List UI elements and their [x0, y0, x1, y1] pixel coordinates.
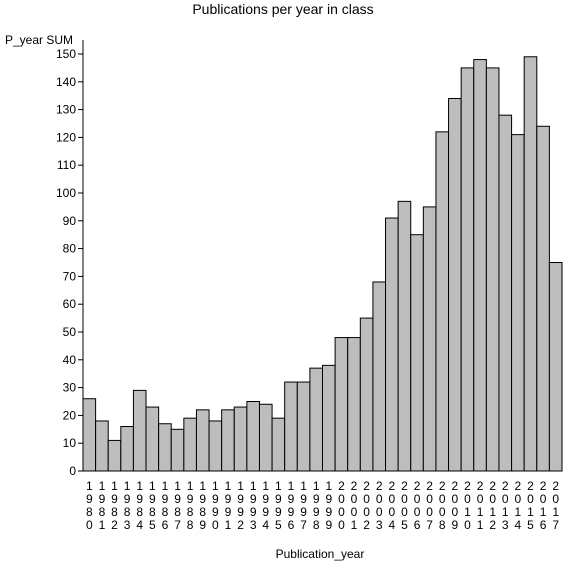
y-tick-label: 40 [63, 353, 77, 367]
bar-2003 [372, 281, 387, 472]
bar-2005 [397, 200, 412, 472]
bar-1989 [195, 409, 210, 472]
bar-2015 [523, 56, 538, 472]
bars-group [82, 56, 563, 472]
y-tick-label: 140 [56, 75, 76, 89]
y-tick-label: 70 [63, 269, 77, 283]
bar-2016 [536, 125, 550, 472]
bar-2007 [422, 206, 437, 472]
bar-2008 [435, 131, 450, 472]
bar-1982 [107, 439, 122, 472]
bar-1999 [322, 364, 336, 472]
bar-1995 [271, 417, 286, 472]
y-tick-label: 20 [63, 408, 77, 422]
bar-1980 [82, 398, 97, 472]
bar-1987 [170, 428, 185, 472]
bar-1991 [221, 409, 235, 472]
bar-1985 [145, 406, 160, 472]
bar-1983 [120, 426, 134, 472]
bar-2011 [473, 59, 487, 472]
y-tick-label: 30 [63, 381, 77, 395]
bar-2006 [410, 234, 424, 472]
y-axis-ticks: 0 10 20 30 40 50 60 70 80 90 100 110 120 130 140 150 [56, 47, 83, 478]
bar-1996 [284, 381, 298, 472]
y-tick-label: 130 [56, 103, 76, 117]
bar-2010 [460, 67, 475, 472]
bar-2000 [334, 337, 349, 472]
x-axis-label: Publication_year [276, 547, 365, 561]
bar-1994 [258, 403, 273, 472]
y-tick-label: 10 [63, 436, 77, 450]
bar-1986 [158, 423, 172, 472]
bar-1988 [183, 417, 197, 472]
bar-1992 [233, 406, 248, 472]
bar-2001 [347, 337, 361, 472]
y-tick-label: 80 [63, 242, 77, 256]
bar-2014 [511, 134, 525, 472]
y-tick-label: 0 [69, 464, 76, 478]
y-tick-label: 50 [63, 325, 77, 339]
bar-1990 [208, 420, 223, 472]
chart-title: Publications per year in class [192, 1, 373, 17]
bar-2017 [548, 262, 563, 472]
bar-2004 [385, 217, 399, 472]
bar-2009 [448, 97, 462, 472]
bar-1984 [132, 389, 147, 472]
bar-1993 [246, 401, 260, 472]
y-tick-label: 100 [56, 186, 76, 200]
y-tick-label: 60 [63, 297, 77, 311]
y-tick-label: 90 [63, 214, 77, 228]
y-tick-label: 120 [56, 130, 76, 144]
y-tick-label: 150 [56, 47, 76, 61]
bar-1998 [309, 367, 324, 472]
bar-1981 [95, 420, 109, 472]
bar-2012 [485, 67, 500, 472]
bar-1997 [296, 381, 311, 472]
y-tick-label: 110 [57, 158, 76, 172]
bar-2013 [498, 114, 513, 472]
y-axis-label: P_year SUM [5, 33, 73, 47]
bar-2002 [359, 317, 374, 472]
x-axis-ticks: 1 9 8 0 1 9 8 1 1 9 8 2 1 9 8 3 1 9 8 4 1 9 8 5 1 9 8 6 1 9 8 7 1 9 8 8 1 9 8 9… [86, 479, 559, 532]
